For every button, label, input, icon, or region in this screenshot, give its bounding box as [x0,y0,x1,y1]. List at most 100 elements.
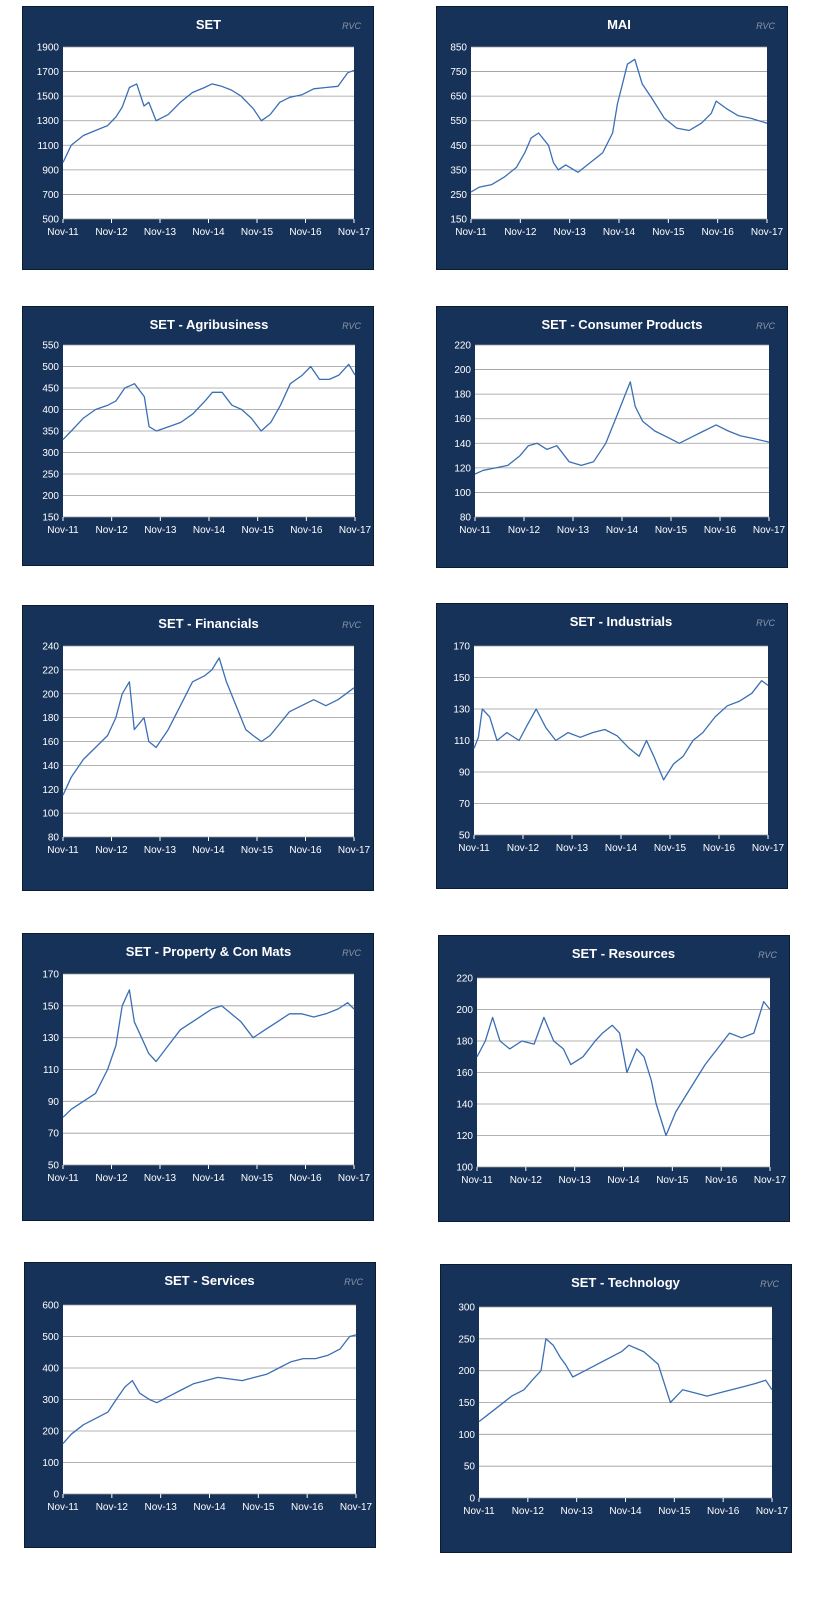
y-tick-label: 70 [459,799,471,810]
chart-title: SET - Property & Con Mats [126,944,291,959]
y-tick-label: 170 [42,970,59,981]
y-tick-label: 240 [42,642,59,653]
rvc-watermark: RVC [342,948,361,958]
y-tick-label: 170 [453,642,470,653]
x-tick-label: Nov-12 [95,845,128,856]
x-tick-label: Nov-15 [656,1175,689,1186]
y-tick-label: 900 [42,165,59,176]
y-tick-label: 1100 [37,141,59,152]
series-line [62,363,356,441]
chart-panel-services: SET - Services RVC 0 100 200 300 400 500 600 Nov-… [24,1262,376,1548]
series-line [478,1338,773,1423]
chart-title: MAI [607,17,631,32]
y-tick-label: 120 [456,1131,473,1142]
y-tick-label: 300 [42,1395,59,1406]
rvc-watermark: RVC [758,950,777,960]
chart-panel-property: SET - Property & Con Mats RVC 50 70 90 110 130… [22,933,374,1221]
y-tick-label: 130 [453,705,470,716]
y-tick-label: 50 [464,1462,476,1473]
y-tick-label: 400 [42,1364,59,1375]
y-tick-label: 0 [469,1494,475,1505]
chart-title: SET - Technology [571,1275,681,1290]
x-tick-label: Nov-11 [459,525,491,536]
y-tick-label: 150 [42,1001,59,1012]
chart-svg: SET - Services RVC 0 100 200 300 400 500 600 Nov-… [42,1273,372,1513]
y-tick-label: 650 [450,92,467,103]
x-tick-label: Nov-12 [508,525,541,536]
x-tick-label: Nov-11 [463,1506,495,1517]
x-tick-label: Nov-15 [655,525,688,536]
x-tick-label: Nov-14 [606,525,639,536]
y-tick-label: 450 [42,384,59,395]
x-tick-label: Nov-11 [47,1173,79,1184]
chart-panel-agribusiness: SET - Agribusiness RVC 150 200 250 300 350 400 4… [22,306,374,566]
y-tick-label: 300 [42,448,59,459]
x-tick-label: Nov-14 [609,1506,642,1517]
x-tick-label: Nov-17 [339,525,372,536]
rvc-watermark: RVC [342,21,361,31]
x-tick-label: Nov-16 [705,1175,738,1186]
x-tick-label: Nov-17 [338,1173,371,1184]
y-tick-label: 200 [454,365,471,376]
series-line [62,657,355,796]
y-tick-label: 220 [454,341,471,352]
x-tick-label: Nov-16 [707,1506,740,1517]
x-tick-label: Nov-11 [461,1175,493,1186]
x-tick-label: Nov-14 [603,227,636,238]
y-tick-label: 500 [42,362,59,373]
plot-area [63,47,354,219]
y-tick-label: 150 [42,513,59,524]
y-tick-label: 750 [450,67,467,78]
y-tick-label: 100 [456,1163,473,1174]
chart-panel-set: SET RVC 500 700 900 1100 1300 1500 1700 1900 Nov-1… [22,6,374,270]
x-tick-label: Nov-12 [507,843,540,854]
y-tick-label: 90 [459,768,471,779]
series-line [470,58,768,193]
x-tick-label: Nov-13 [559,1175,592,1186]
y-tick-label: 1500 [37,92,60,103]
rvc-watermark: RVC [756,21,775,31]
x-tick-label: Nov-15 [658,1506,691,1517]
y-tick-label: 200 [42,689,59,700]
y-tick-label: 0 [53,1490,59,1501]
x-tick-label: Nov-11 [47,227,79,238]
chart-panel-consumer-products: SET - Consumer Products RVC 80 100 120 140 160… [436,306,788,568]
y-tick-label: 1900 [37,43,60,54]
rvc-watermark: RVC [756,618,775,628]
y-tick-label: 1300 [37,116,60,127]
y-tick-label: 150 [458,1398,475,1409]
y-tick-label: 180 [454,390,471,401]
x-tick-label: Nov-11 [47,525,79,536]
chart-title: SET - Consumer Products [541,317,702,332]
y-tick-label: 200 [42,1427,59,1438]
x-tick-label: Nov-11 [47,845,79,856]
y-tick-label: 250 [42,470,59,481]
x-tick-label: Nov-13 [556,843,589,854]
rvc-watermark: RVC [342,321,361,331]
x-tick-label: Nov-12 [512,1506,545,1517]
x-tick-label: Nov-16 [289,1173,322,1184]
x-tick-label: Nov-13 [557,525,590,536]
plot-area [475,345,769,517]
x-tick-label: Nov-14 [193,1502,226,1513]
chart-panel-financials: SET - Financials RVC 80 100 120 140 160 180 200 2… [22,605,374,891]
y-tick-label: 450 [450,141,467,152]
x-tick-label: Nov-17 [756,1506,789,1517]
y-tick-label: 500 [42,215,59,226]
x-tick-label: Nov-13 [144,525,177,536]
y-tick-label: 80 [48,833,60,844]
y-tick-label: 300 [458,1303,475,1314]
x-tick-label: Nov-14 [193,525,226,536]
chart-svg: SET - Industrials RVC 50 70 90 110 130 150 170 No… [453,614,784,854]
y-tick-label: 550 [450,116,467,127]
x-tick-label: Nov-13 [144,227,177,238]
x-tick-label: Nov-12 [504,227,537,238]
y-tick-label: 70 [48,1129,60,1140]
rvc-watermark: RVC [760,1279,779,1289]
y-tick-label: 140 [42,761,59,772]
x-tick-label: Nov-15 [242,525,275,536]
y-tick-label: 550 [42,341,59,352]
y-tick-label: 100 [458,1430,475,1441]
x-tick-label: Nov-16 [702,227,735,238]
series-line [474,381,770,475]
